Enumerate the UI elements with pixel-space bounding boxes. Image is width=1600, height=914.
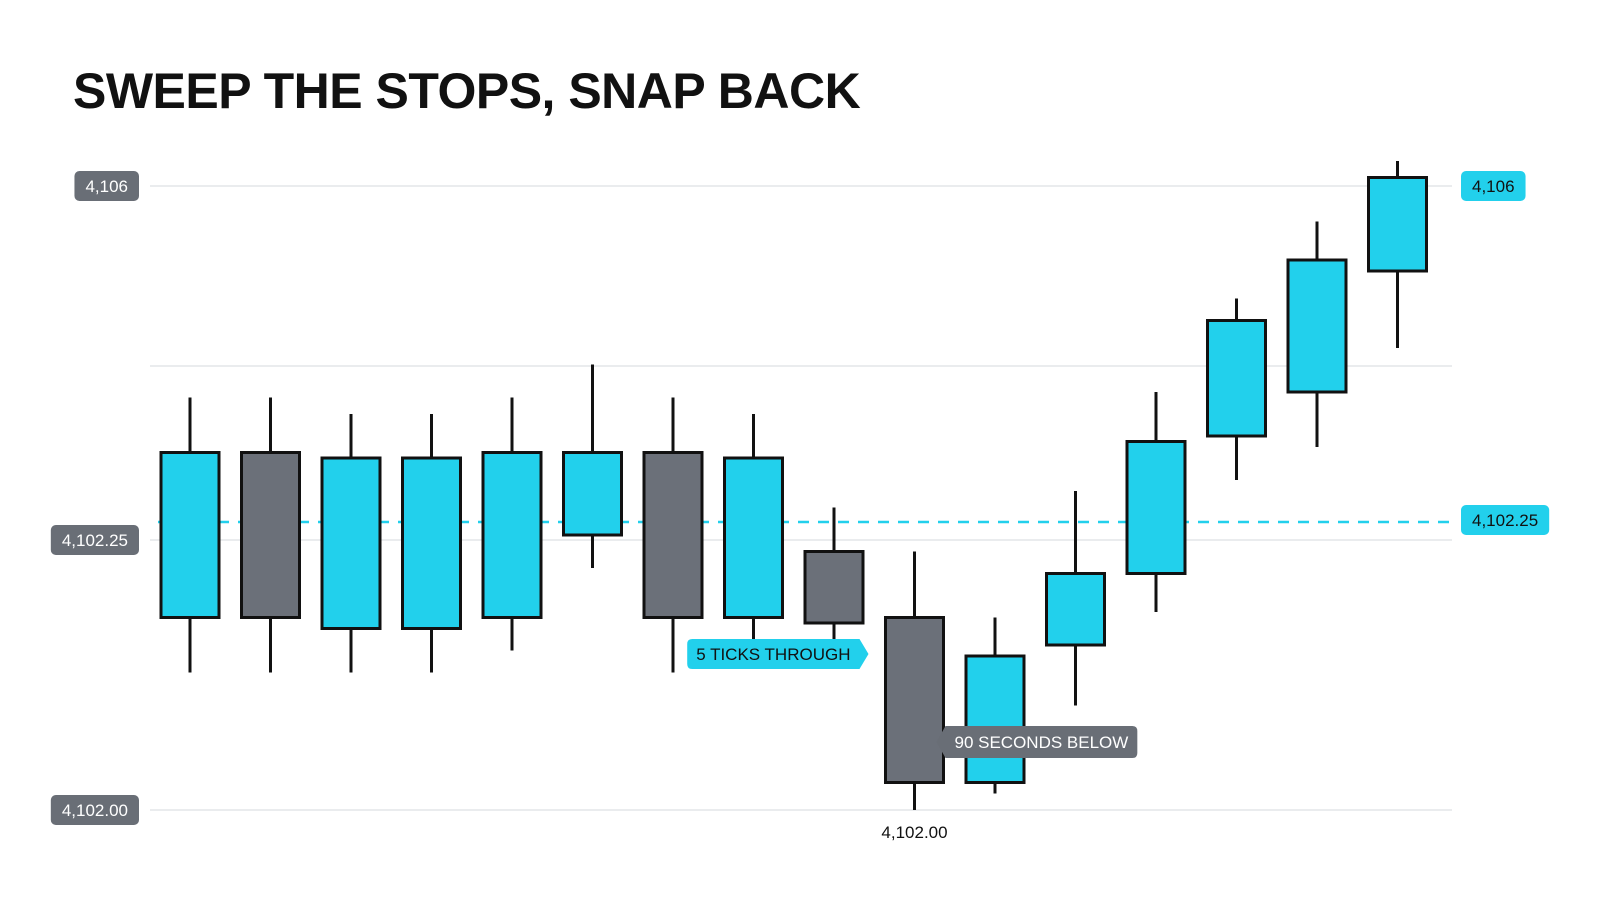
annotation-seconds-below: 90 SECONDS BELOW xyxy=(936,726,1138,758)
y-axis-label-bg xyxy=(74,171,139,201)
candle-body xyxy=(884,616,945,784)
annotation-ticks-through: 5 TICKS THROUGH xyxy=(687,639,869,669)
right-price-label-bg xyxy=(1461,171,1526,201)
candle-body xyxy=(803,550,865,625)
candle xyxy=(1125,392,1187,612)
candle xyxy=(1045,491,1106,706)
candle xyxy=(964,617,1026,794)
candle-body xyxy=(964,654,1026,784)
candle xyxy=(481,397,543,651)
annotations: 5 TICKS THROUGH 90 SECONDS BELOW 4,102.00 xyxy=(687,639,1138,842)
y-axis-label-text: 4,102.25 xyxy=(62,531,128,550)
candle-body xyxy=(723,456,784,619)
right-price-label: 4,102.25 xyxy=(1461,505,1550,535)
candle xyxy=(401,414,462,673)
candle-body xyxy=(481,451,543,619)
candle xyxy=(884,551,945,810)
candle-body xyxy=(240,451,301,619)
axis-labels: 4,106 4,102.25 4,102.00 4,106 4,102.25 xyxy=(50,171,1550,825)
y-axis-label-bg xyxy=(50,795,139,825)
right-price-label-text: 4,102.25 xyxy=(1472,511,1538,530)
candle-body xyxy=(401,456,462,630)
candle xyxy=(642,397,704,673)
sweep-low-label: 4,102.00 xyxy=(881,823,947,842)
y-axis-label: 4,102.00 xyxy=(50,795,139,825)
candle xyxy=(723,414,784,662)
candle-body xyxy=(642,451,704,619)
candle-body xyxy=(562,451,623,537)
annotation-text: 90 SECONDS BELOW xyxy=(955,733,1129,752)
right-price-label-bg xyxy=(1461,505,1550,535)
candle-body xyxy=(1045,572,1106,647)
candle-body xyxy=(1367,176,1428,273)
candle-body xyxy=(1286,258,1348,394)
right-price-label: 4,106 xyxy=(1461,171,1526,201)
candle xyxy=(1286,221,1348,447)
candle-body xyxy=(1125,440,1187,575)
y-axis-label: 4,102.25 xyxy=(50,525,139,555)
candle xyxy=(1367,161,1428,348)
y-axis-label-bg xyxy=(50,525,139,555)
right-price-label-text: 4,106 xyxy=(1472,177,1515,196)
candle-body xyxy=(1206,319,1267,438)
y-axis-label-text: 4,106 xyxy=(85,177,128,196)
candle xyxy=(240,397,301,673)
candle xyxy=(159,397,221,673)
candle-body xyxy=(320,456,382,630)
annotation-bg xyxy=(936,726,1138,758)
annotation-text: 5 TICKS THROUGH xyxy=(696,645,850,664)
annotation-bg xyxy=(687,639,869,669)
y-axis-label: 4,106 xyxy=(74,171,139,201)
candle xyxy=(1206,298,1267,480)
candles xyxy=(159,161,1428,810)
candle xyxy=(562,364,623,568)
y-axis-label-text: 4,102.00 xyxy=(62,801,128,820)
candle-body xyxy=(159,451,221,619)
chart-title: SWEEP THE STOPS, SNAP BACK xyxy=(73,63,861,119)
candle xyxy=(320,414,382,673)
candle xyxy=(803,507,865,662)
